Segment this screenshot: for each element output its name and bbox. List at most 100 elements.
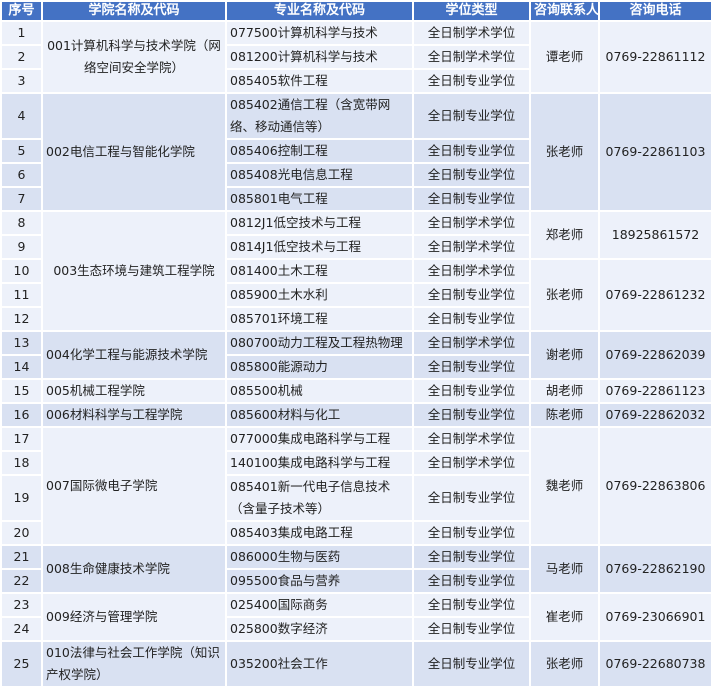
degree-type: 全日制专业学位 — [412, 354, 531, 380]
contact-phone: 0769-22862032 — [598, 402, 711, 428]
table-row: 24 025800数字经济 全日制专业学位 — [0, 616, 711, 642]
table-row: 4 002电信工程与智能化学院 085402通信工程（含宽带网络、移动通信等） 全日制… — [0, 92, 711, 212]
table-row: 8 003生态环境与建筑工程学院 0812J1低空技术与工程全日制学术学位 郑老师 18… — [0, 210, 711, 332]
major-name: 085403集成电路工程 — [225, 520, 414, 546]
table-row: 20 085403集成电路工程 全日制专业学位 — [0, 520, 711, 546]
header-row: 序号 学院名称及代码 专业名称及代码 学位类型 咨询联系人 咨询电话 — [0, 0, 711, 22]
table-row: 10 081400土木工程 全日制学术学位 张老师 0769-22861232 — [0, 258, 711, 332]
row-number: 9 — [0, 234, 43, 260]
row-number: 15 — [0, 378, 43, 404]
row-number: 17 — [0, 426, 43, 452]
row-number: 19 — [0, 474, 43, 522]
contact-phone: 0769-22861232 — [598, 258, 711, 332]
table-row: 1 001计算机科学与技术学院（网络空间安全学院） 077500计算机科学与技术 全日… — [0, 20, 711, 94]
contact-phone: 0769-22862039 — [598, 330, 711, 380]
contact-person: 张老师 — [529, 92, 600, 212]
degree-type: 全日制学术学位 — [412, 330, 531, 356]
degree-type: 全日制专业学位 — [412, 282, 531, 308]
contact-person: 陈老师 — [529, 402, 600, 428]
major-name: 085401新一代电子信息技术（含量子技术等） — [225, 474, 414, 522]
degree-type: 全日制学术学位 — [412, 20, 531, 46]
row-number: 2 — [0, 44, 43, 70]
row-number: 23 — [0, 592, 43, 618]
row-number: 3 — [0, 68, 43, 94]
major-name: 080700动力工程及工程热物理 — [225, 330, 414, 356]
major-name: 0814J1低空技术与工程 — [225, 234, 414, 260]
row-number: 20 — [0, 520, 43, 546]
contact-person: 马老师 — [529, 544, 600, 594]
contact-phone: 0769-22861123 — [598, 378, 711, 404]
major-name: 077000集成电路科学与工程 — [225, 426, 414, 452]
major-name: 085402通信工程（含宽带网络、移动通信等） — [225, 92, 414, 140]
degree-type: 全日制专业学位 — [412, 474, 531, 522]
degree-type: 全日制专业学位 — [412, 640, 531, 688]
degree-type: 全日制专业学位 — [412, 616, 531, 642]
table-row: 16 006材料科学与工程学院 085600材料与化工 全日制专业学位 陈老师 0769-… — [0, 402, 711, 428]
table-row: 17 007国际微电子学院 077000集成电路科学与工程 全日制学术学位 魏老师 076… — [0, 426, 711, 546]
header-phone: 咨询电话 — [598, 0, 711, 22]
degree-type: 全日制专业学位 — [412, 306, 531, 332]
major-name: 085500机械 — [225, 378, 414, 404]
table-row: 15 005机械工程学院 085500机械 全日制专业学位 胡老师 0769-228611… — [0, 378, 711, 404]
row-number: 16 — [0, 402, 43, 428]
row-number: 1 — [0, 20, 43, 46]
header-no: 序号 — [0, 0, 43, 22]
major-name: 085406控制工程 — [225, 138, 414, 164]
degree-type: 全日制学术学位 — [412, 258, 531, 284]
contact-person: 谢老师 — [529, 330, 600, 380]
college-name: 009经济与管理学院 — [41, 592, 227, 642]
contact-person: 郑老师 — [529, 210, 600, 260]
major-name: 085701环境工程 — [225, 306, 414, 332]
contact-person: 张老师 — [529, 640, 600, 688]
college-name: 003生态环境与建筑工程学院 — [41, 210, 227, 332]
major-name: 085900土木水利 — [225, 282, 414, 308]
table-row: 11 085900土木水利 全日制专业学位 — [0, 282, 711, 308]
table-row: 13 004化学工程与能源技术学院 080700动力工程及工程热物理 全日制学术学位谢… — [0, 330, 711, 380]
major-name: 025400国际商务 — [225, 592, 414, 618]
table-row: 19 085401新一代电子信息技术（含量子技术等） 全日制专业学位 — [0, 474, 711, 522]
major-name: 025800数字经济 — [225, 616, 414, 642]
major-name: 140100集成电路科学与工程 — [225, 450, 414, 476]
degree-type: 全日制专业学位 — [412, 92, 531, 140]
contact-phone: 0769-22861103 — [598, 92, 711, 212]
table-row: 5 085406控制工程 全日制专业学位 — [0, 138, 711, 164]
row-number: 8 — [0, 210, 43, 236]
contact-phone: 0769-22862190 — [598, 544, 711, 594]
college-name: 006材料科学与工程学院 — [41, 402, 227, 428]
college-name: 005机械工程学院 — [41, 378, 227, 404]
table-row: 21 008生命健康技术学院 086000生物与医药 全日制专业学位 马老师 0769-2… — [0, 544, 711, 594]
major-name: 095500食品与营养 — [225, 568, 414, 594]
row-number: 14 — [0, 354, 43, 380]
contact-person: 张老师 — [529, 258, 600, 332]
table-row: 22 095500食品与营养 全日制专业学位 — [0, 568, 711, 594]
contact-person: 崔老师 — [529, 592, 600, 642]
row-number: 7 — [0, 186, 43, 212]
major-name: 077500计算机科学与技术 — [225, 20, 414, 46]
table-row: 9 0814J1低空技术与工程 全日制学术学位 — [0, 234, 711, 260]
header-degree: 学位类型 — [412, 0, 531, 22]
degree-type: 全日制专业学位 — [412, 592, 531, 618]
degree-type: 全日制专业学位 — [412, 138, 531, 164]
header-major: 专业名称及代码 — [225, 0, 414, 22]
table-row: 25 010法律与社会工作学院（知识产权学院） 035200社会工作 全日制专业学位张… — [0, 640, 711, 688]
row-number: 4 — [0, 92, 43, 140]
major-name: 085800能源动力 — [225, 354, 414, 380]
row-number: 18 — [0, 450, 43, 476]
major-name: 0812J1低空技术与工程 — [225, 210, 414, 236]
college-name: 004化学工程与能源技术学院 — [41, 330, 227, 380]
major-name: 035200社会工作 — [225, 640, 414, 688]
major-name: 081400土木工程 — [225, 258, 414, 284]
major-name: 085405软件工程 — [225, 68, 414, 94]
college-name: 007国际微电子学院 — [41, 426, 227, 546]
college-name: 002电信工程与智能化学院 — [41, 92, 227, 212]
major-name: 085600材料与化工 — [225, 402, 414, 428]
table-row: 7 085801电气工程 全日制专业学位 — [0, 186, 711, 212]
contact-phone: 18925861572 — [598, 210, 711, 260]
row-number: 6 — [0, 162, 43, 188]
contact-phone: 0769-22861112 — [598, 20, 711, 94]
contact-phone: 0769-23066901 — [598, 592, 711, 642]
row-number: 22 — [0, 568, 43, 594]
header-contact: 咨询联系人 — [529, 0, 600, 22]
table-row: 3 085405软件工程 全日制专业学位 — [0, 68, 711, 94]
table-row: 2 081200计算机科学与技术 全日制学术学位 — [0, 44, 711, 70]
